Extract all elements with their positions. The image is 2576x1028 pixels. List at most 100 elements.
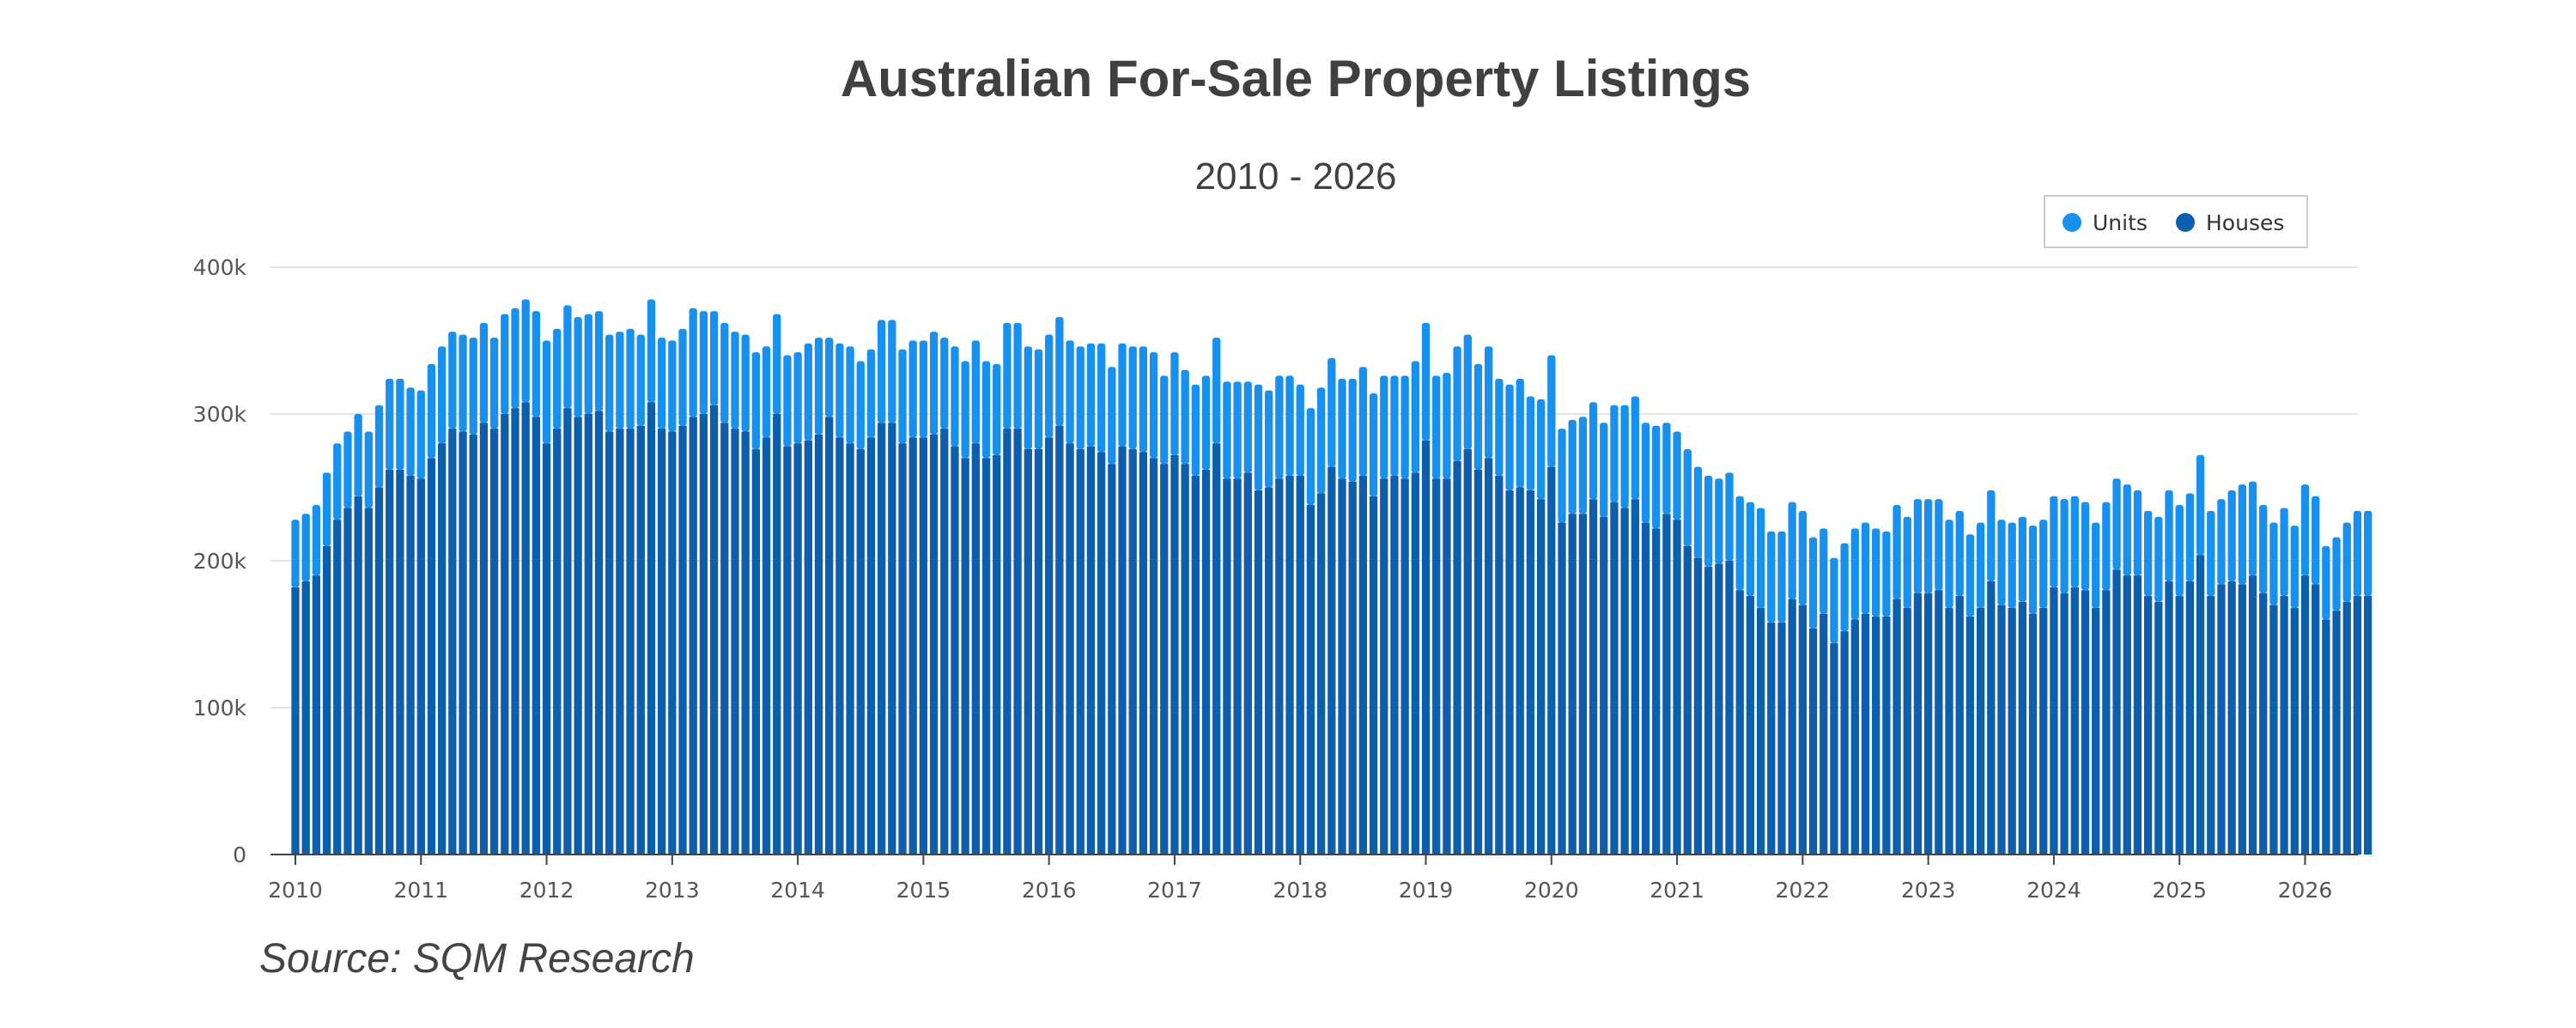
bar-units <box>1568 419 1577 514</box>
bar-houses <box>2342 601 2351 855</box>
bar-houses <box>1777 622 1786 855</box>
bar-units <box>647 299 656 403</box>
bar-units <box>1485 346 1493 459</box>
x-tick-label: 2023 <box>1901 878 1956 903</box>
bar-units <box>1390 375 1399 476</box>
bar-houses <box>1756 607 1765 855</box>
bar-houses <box>1735 590 1744 855</box>
bar-units <box>1443 373 1451 479</box>
x-tick-label: 2018 <box>1273 878 1327 903</box>
bar-units <box>919 340 928 438</box>
bar-houses <box>1808 628 1818 855</box>
bar-houses <box>814 434 823 855</box>
bar-houses <box>773 414 781 855</box>
bar-units <box>1108 367 1116 465</box>
bar-units <box>354 414 362 496</box>
bar-houses <box>1411 472 1419 855</box>
bar-houses <box>1306 505 1315 855</box>
bar-units <box>1756 508 1765 608</box>
bar-units <box>658 338 666 429</box>
bar-units <box>396 378 404 470</box>
bar-units <box>511 307 519 409</box>
bar-houses <box>1421 440 1431 855</box>
bar-houses <box>301 581 310 855</box>
bar-houses <box>374 487 384 855</box>
bar-houses <box>1935 590 1943 855</box>
bar-units <box>2102 502 2111 591</box>
x-tick-label: 2025 <box>2152 878 2207 903</box>
bar-units <box>1380 375 1388 479</box>
bar-units <box>1327 358 1336 467</box>
bar-units <box>2133 490 2142 576</box>
bar-units <box>1243 381 1252 473</box>
bar-houses <box>835 437 844 855</box>
bar-units <box>1945 520 1953 608</box>
bar-houses <box>1997 605 2006 855</box>
bar-houses <box>1882 616 1891 855</box>
bar-units <box>2353 510 2362 597</box>
bar-houses <box>1600 516 1608 855</box>
bar-units <box>1830 557 1838 643</box>
bar-units <box>1631 396 1639 500</box>
x-tick-label: 2019 <box>1399 878 1454 903</box>
bar-houses <box>647 402 656 855</box>
bar-units <box>2269 522 2278 605</box>
bar-units <box>2092 522 2100 608</box>
bar-units <box>1160 375 1169 465</box>
bar-houses <box>2060 593 2069 855</box>
legend-label-units: Units <box>2093 210 2148 235</box>
bar-units <box>1882 531 1891 617</box>
bar-houses <box>1820 613 1828 855</box>
bar-units <box>2290 525 2299 608</box>
bar-houses <box>2185 581 2195 855</box>
bar-houses <box>1045 437 1054 855</box>
bar-units <box>888 319 896 423</box>
bar-units <box>2238 484 2246 585</box>
bar-houses <box>1338 478 1346 855</box>
bar-units <box>489 338 499 429</box>
bar-units <box>563 305 572 409</box>
bar-units <box>1285 375 1294 476</box>
bar-units <box>1045 334 1054 438</box>
bar-houses <box>2081 590 2090 855</box>
bar-houses <box>1652 528 1661 855</box>
bar-houses <box>364 508 373 855</box>
bar-houses <box>2123 575 2131 855</box>
bar-units <box>1725 472 1734 561</box>
bar-units <box>751 352 761 450</box>
bar-units <box>1411 361 1419 473</box>
bar-units <box>364 431 373 508</box>
bar-houses <box>866 437 876 855</box>
bar-houses <box>762 437 771 855</box>
bar-houses <box>459 431 467 855</box>
bar-units <box>386 378 394 470</box>
bar-units <box>1547 355 1556 467</box>
bar-units <box>2008 522 2016 608</box>
bar-houses <box>1715 563 1723 855</box>
bar-units <box>1955 510 1964 597</box>
bar-units <box>1201 375 1211 470</box>
bar-units <box>720 322 729 423</box>
bar-houses <box>2008 607 2016 855</box>
bar-units <box>301 514 310 581</box>
bar-houses <box>678 425 687 855</box>
bar-houses <box>2280 596 2288 855</box>
bar-units <box>2154 516 2163 602</box>
bar-units <box>521 299 530 403</box>
bar-houses <box>1285 475 1294 855</box>
bar-houses <box>1003 429 1012 855</box>
bar-units <box>2363 510 2372 597</box>
bar-units <box>1348 378 1357 482</box>
bar-houses <box>1463 449 1472 855</box>
bar-units <box>1055 317 1064 426</box>
legend-swatch-houses <box>2176 213 2195 232</box>
bar-units <box>1872 528 1880 617</box>
bar-units <box>1558 429 1566 523</box>
bar-units <box>2248 481 2257 576</box>
bar-houses <box>2312 584 2320 855</box>
bar-units <box>1338 378 1346 479</box>
bar-units <box>312 505 321 576</box>
bar-houses <box>2143 596 2153 855</box>
bar-houses <box>2050 587 2058 855</box>
bar-units <box>814 338 823 435</box>
